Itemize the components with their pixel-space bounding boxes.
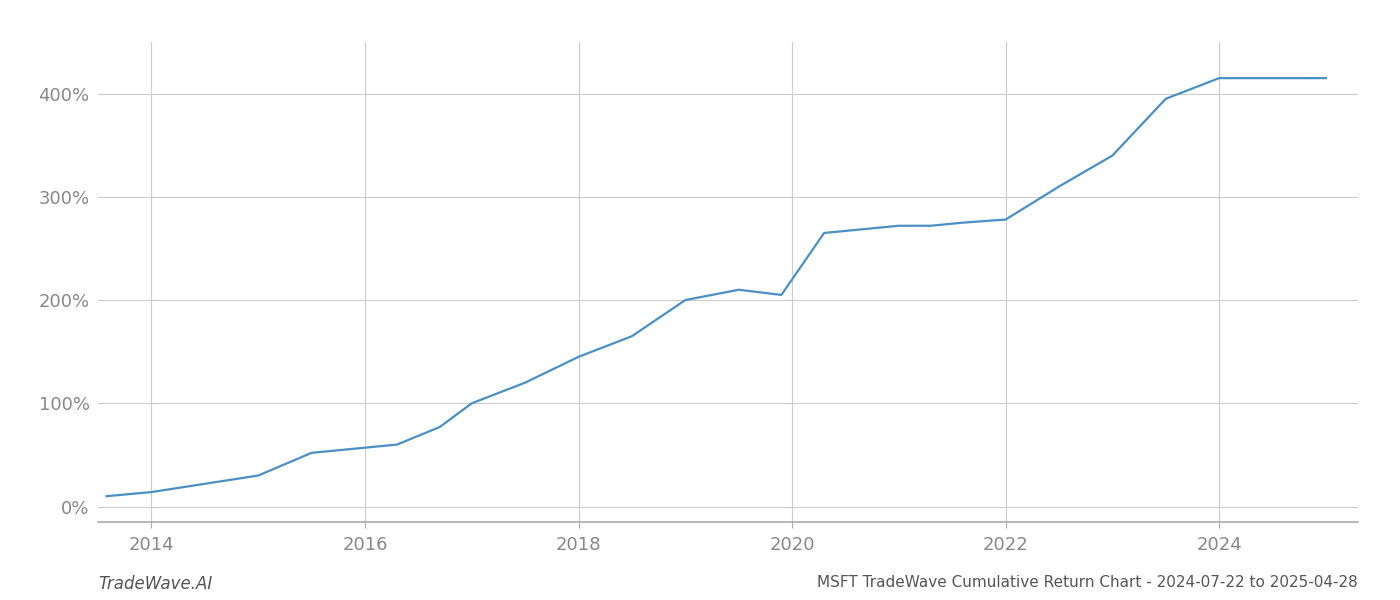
Text: MSFT TradeWave Cumulative Return Chart - 2024-07-22 to 2025-04-28: MSFT TradeWave Cumulative Return Chart -…: [818, 575, 1358, 590]
Text: TradeWave.AI: TradeWave.AI: [98, 575, 213, 593]
